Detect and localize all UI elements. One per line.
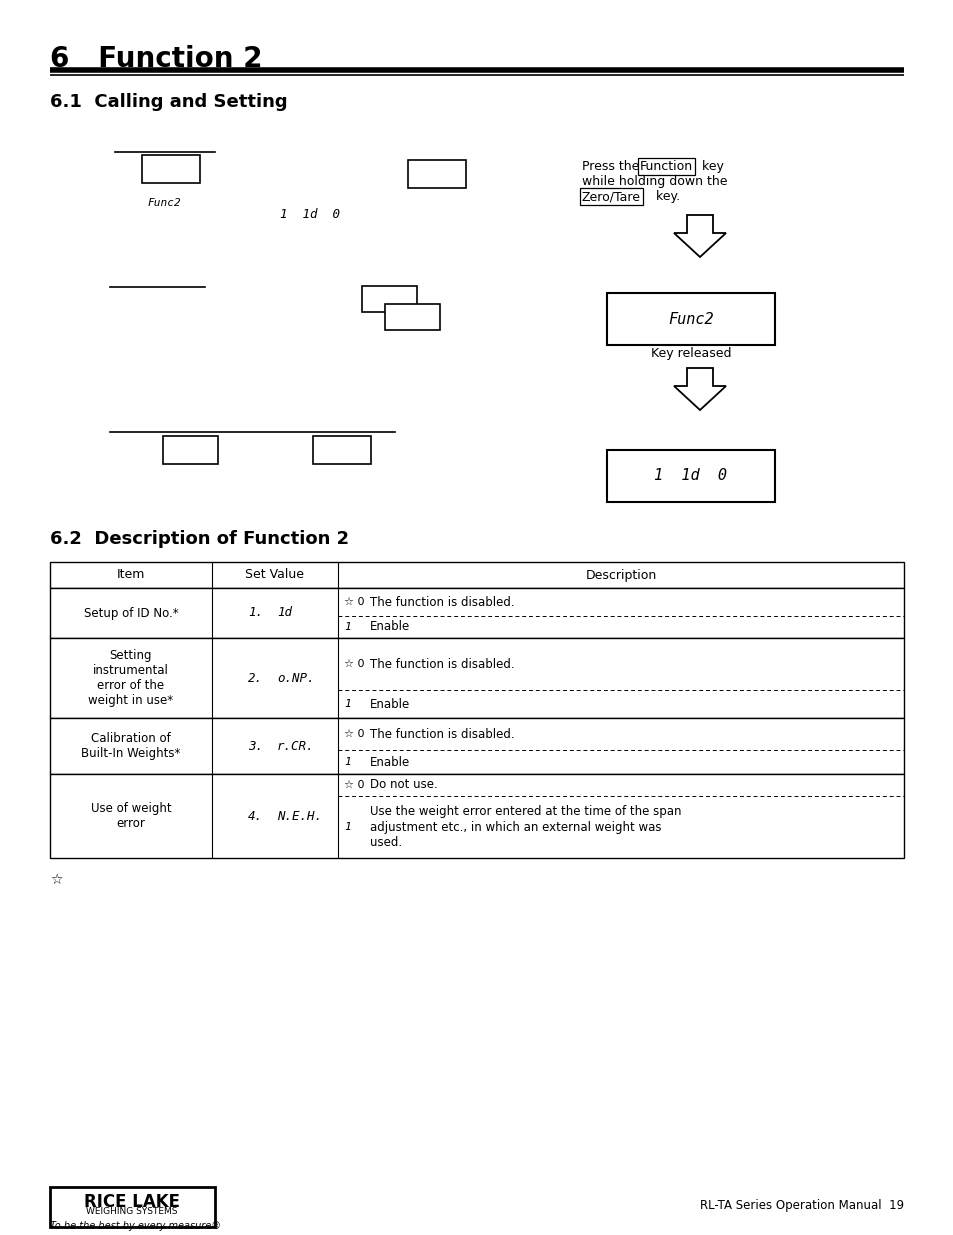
Bar (606, 293, 774, 345)
Text: Do not use.: Do not use. (370, 778, 437, 792)
Bar (408, 161, 465, 188)
Bar (313, 436, 371, 464)
Text: To be the best by every measure®: To be the best by every measure® (50, 1221, 221, 1231)
Text: r.CR.: r.CR. (276, 740, 314, 752)
Text: The function is disabled.: The function is disabled. (370, 727, 514, 741)
Text: Enable: Enable (370, 620, 410, 634)
Polygon shape (673, 215, 725, 257)
Text: 1  1d  0: 1 1d 0 (654, 468, 727, 483)
Text: Use of weight
error: Use of weight error (91, 802, 172, 830)
Text: RL-TA Series Operation Manual  19: RL-TA Series Operation Manual 19 (700, 1198, 903, 1212)
Text: key.: key. (651, 190, 679, 203)
Text: Key released: Key released (650, 347, 731, 359)
Bar (163, 436, 218, 464)
Text: Enable: Enable (370, 698, 410, 710)
Bar (142, 156, 200, 183)
Bar (606, 450, 774, 501)
Text: Setting
instrumental
error of the
weight in use*: Setting instrumental error of the weight… (89, 650, 173, 706)
Text: ☆ 0: ☆ 0 (344, 781, 364, 790)
Bar (50, 588, 903, 638)
Text: 1: 1 (344, 699, 351, 709)
Text: key: key (698, 161, 723, 173)
Text: 1: 1 (344, 622, 351, 632)
Text: Item: Item (116, 568, 145, 582)
Text: Calibration of
Built-In Weights*: Calibration of Built-In Weights* (81, 732, 180, 760)
Bar (50, 638, 903, 718)
Text: 1: 1 (344, 823, 351, 832)
Bar (361, 287, 416, 312)
Text: ☆: ☆ (50, 873, 63, 887)
Text: N.E.H.: N.E.H. (276, 809, 322, 823)
Text: ☆ 0: ☆ 0 (344, 659, 364, 669)
Text: Function: Function (639, 161, 693, 173)
Text: WEIGHING SYSTEMS: WEIGHING SYSTEMS (86, 1207, 177, 1216)
Text: 6.2  Description of Function 2: 6.2 Description of Function 2 (50, 530, 349, 548)
Bar (50, 562, 903, 588)
Text: Press the: Press the (581, 161, 642, 173)
Text: ☆ 0: ☆ 0 (344, 729, 364, 739)
Text: 1: 1 (344, 757, 351, 767)
Text: Zero/Tare: Zero/Tare (581, 190, 640, 203)
Text: 6   Function 2: 6 Function 2 (50, 44, 262, 73)
Text: Setup of ID No.*: Setup of ID No.* (84, 606, 178, 620)
Text: The function is disabled.: The function is disabled. (370, 657, 514, 671)
Bar (385, 304, 439, 330)
Text: 1.: 1. (248, 606, 263, 620)
Text: Use the weight error entered at the time of the span
adjustment etc., in which a: Use the weight error entered at the time… (370, 805, 680, 848)
Text: Description: Description (585, 568, 656, 582)
Text: The function is disabled.: The function is disabled. (370, 595, 514, 609)
Polygon shape (673, 368, 725, 410)
Text: 2.: 2. (248, 672, 263, 684)
Text: Func2: Func2 (667, 311, 713, 326)
Text: ☆ 0: ☆ 0 (344, 597, 364, 606)
Text: o.NP.: o.NP. (276, 672, 314, 684)
Text: 6.1  Calling and Setting: 6.1 Calling and Setting (50, 93, 287, 111)
Text: 1  1d  0: 1 1d 0 (280, 207, 339, 221)
Text: 3.: 3. (248, 740, 263, 752)
Text: RICE LAKE: RICE LAKE (84, 1193, 180, 1212)
Bar (50, 774, 903, 858)
Text: while holding down the: while holding down the (581, 175, 727, 188)
Text: Enable: Enable (370, 756, 410, 768)
Bar (50, 1187, 214, 1228)
Bar (50, 718, 903, 774)
Text: Func2: Func2 (148, 198, 182, 207)
Text: 4.: 4. (248, 809, 263, 823)
Text: Set Value: Set Value (245, 568, 304, 582)
Text: 1d: 1d (276, 606, 292, 620)
